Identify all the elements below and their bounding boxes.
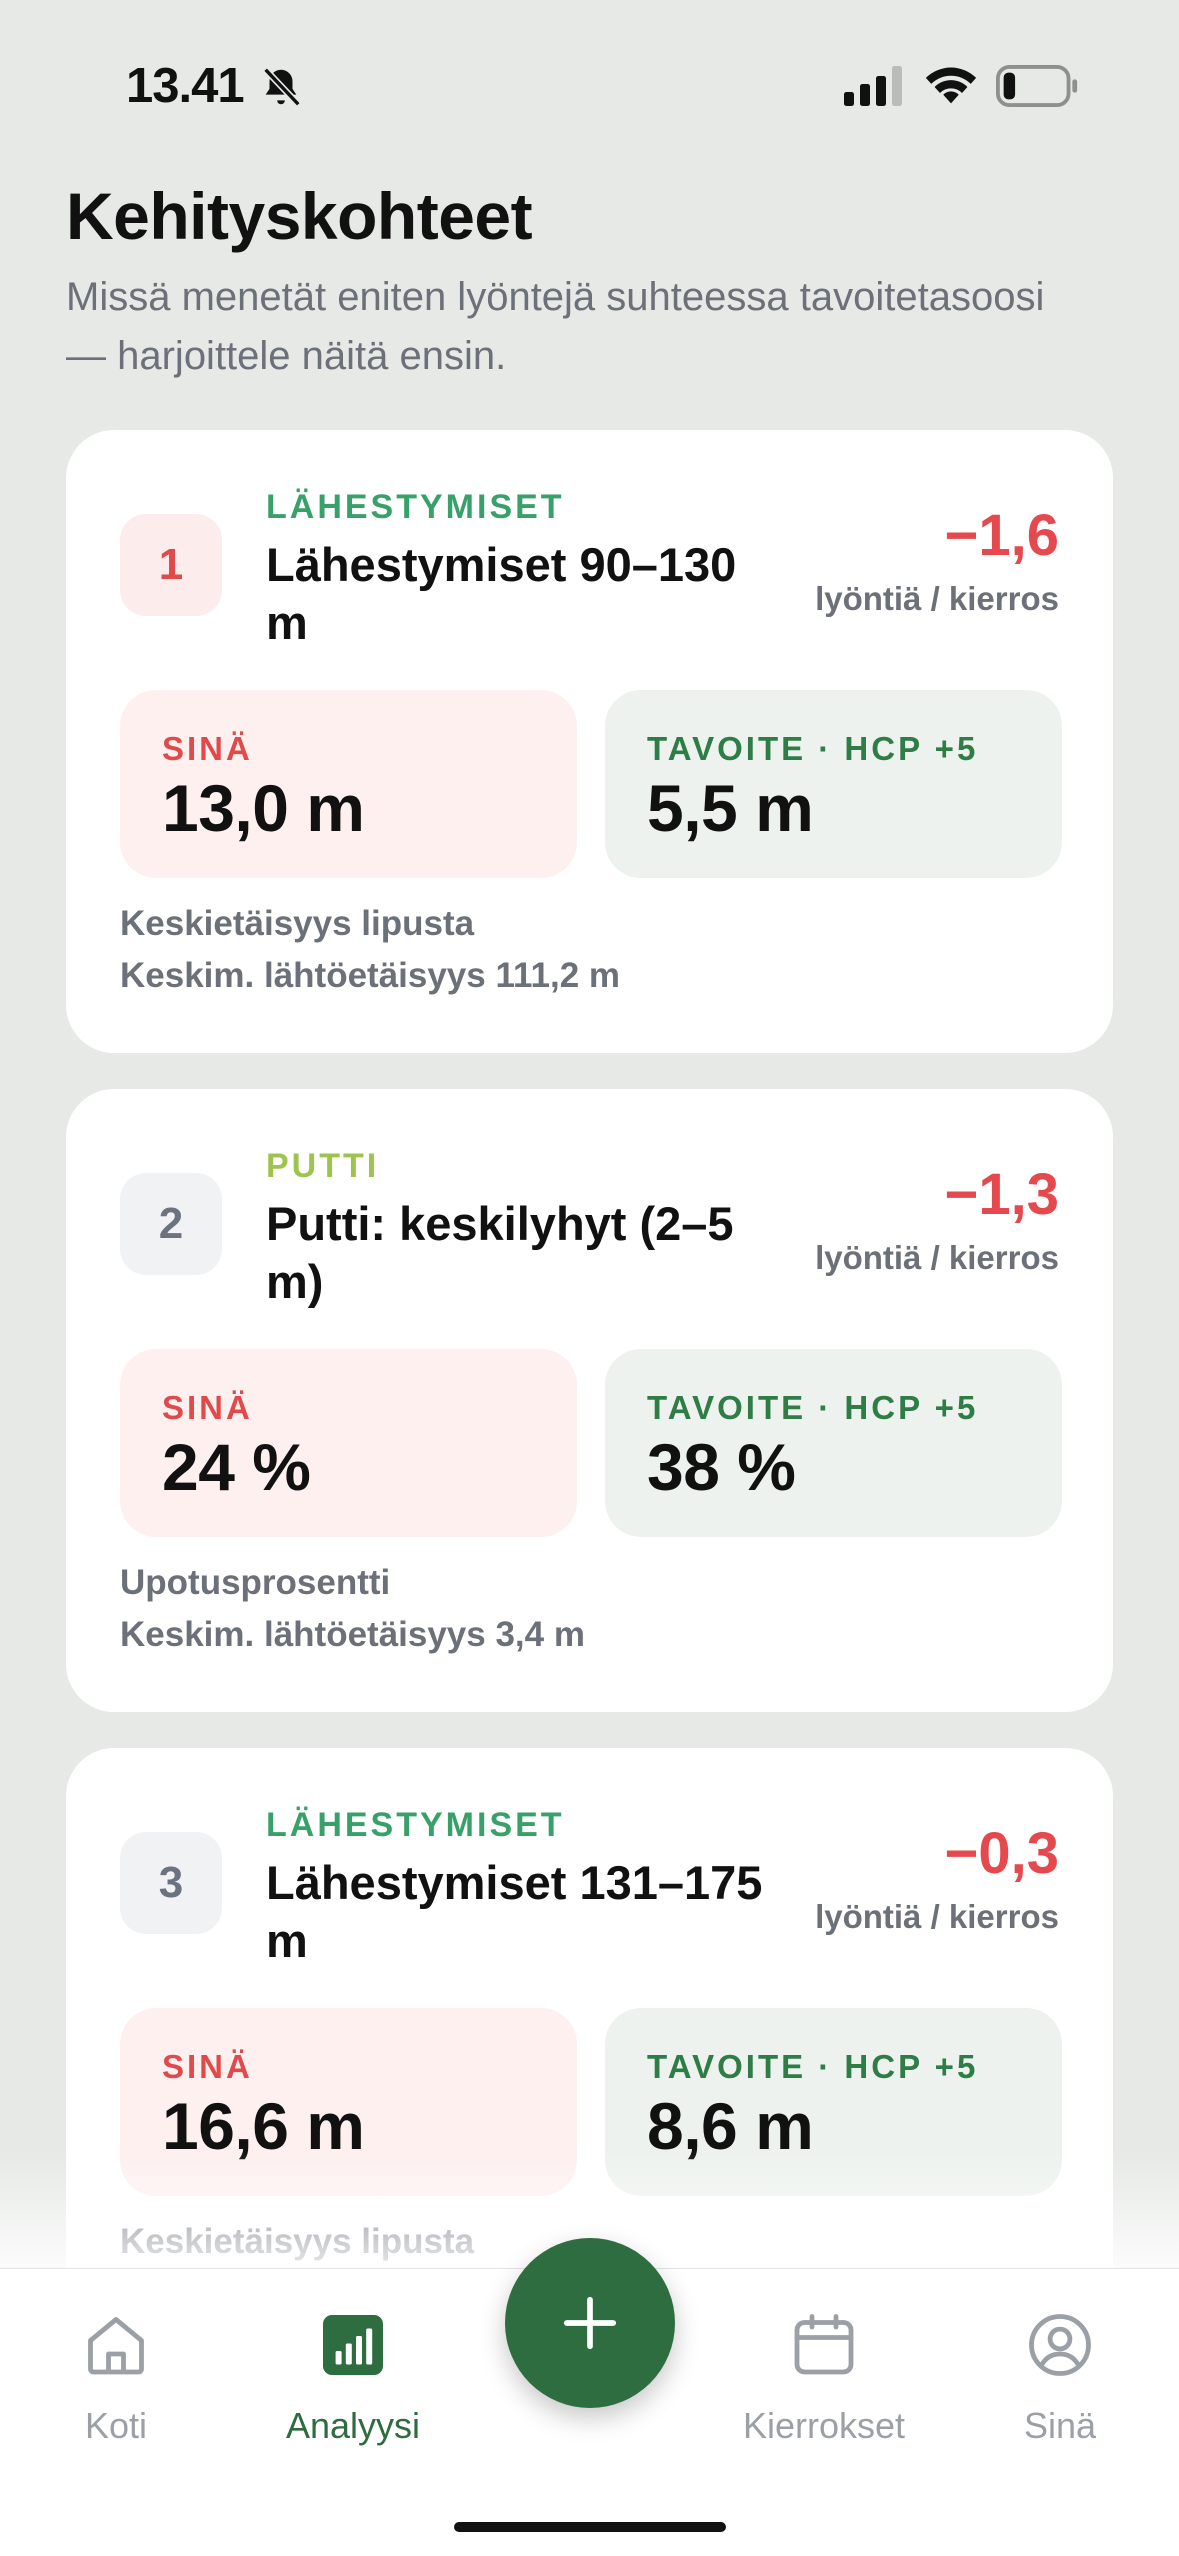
status-time: 13.41 [126,59,245,113]
nav-item-profile[interactable]: Sinä [960,2309,1160,2447]
strokes-lost-unit: lyöntiä / kierros [815,1239,1059,1276]
card-title: Putti: keskilyhyt (2–5 m) [266,1197,734,1308]
rank-badge: 3 [120,1832,222,1934]
metric-detail: Keskim. lähtöetäisyys 3,4 m [120,1615,585,1654]
strokes-lost-unit: lyöntiä / kierros [815,580,1059,617]
goal-stat-box: TAVOITE · HCP +5 38 % [605,1349,1062,1537]
category-label: LÄHESTYMISET [266,488,565,526]
category-label: PUTTI [266,1147,380,1185]
goal-stat-value: 5,5 m [647,771,814,845]
your-stat-value: 13,0 m [162,771,365,845]
your-stat-box: SINÄ 13,0 m [120,690,577,878]
nav-label-analysis: Analyysi [285,2405,421,2446]
rank-badge: 2 [120,1173,222,1275]
add-round-button[interactable] [505,2238,675,2408]
your-stat-label: SINÄ [162,1389,253,1426]
your-stat-box: SINÄ 16,6 m [120,2008,577,2196]
category-label: LÄHESTYMISET [266,1806,565,1844]
nav-label-profile: Sinä [1023,2405,1097,2446]
improvement-card[interactable]: 2 PUTTI Putti: keskilyhyt (2–5 m) −1,3 l… [66,1089,1113,1712]
strokes-lost-value: −0,3 [944,1821,1060,1886]
goal-stat-box: TAVOITE · HCP +5 5,5 m [605,690,1062,878]
analytics-icon [323,2315,383,2375]
metric-detail: Keskim. lähtöetäisyys 111,2 m [120,956,621,995]
goal-stat-value: 8,6 m [647,2089,814,2163]
plus-icon [563,2296,617,2350]
nav-label-home: Koti [84,2405,148,2446]
goal-stat-label: TAVOITE · HCP +5 [647,730,979,767]
goal-stat-label: TAVOITE · HCP +5 [647,1389,979,1426]
goal-stat-value: 38 % [647,1430,796,1504]
metric-name: Upotusprosentti [120,1563,391,1602]
home-indicator [454,2522,726,2532]
your-stat-value: 16,6 m [162,2089,365,2163]
page-title: Kehityskohteet [66,179,533,253]
your-stat-value: 24 % [162,1430,311,1504]
signal-icon [844,66,902,106]
nav-item-analysis[interactable]: Analyysi [253,2309,453,2447]
user-circle-icon [1029,2314,1091,2376]
goal-stat-label: TAVOITE · HCP +5 [647,2048,979,2085]
home-icon [88,2317,144,2375]
calendar-icon [794,2314,854,2375]
your-stat-label: SINÄ [162,2048,253,2085]
metric-name: Keskietäisyys lipusta [120,2222,475,2261]
your-stat-label: SINÄ [162,730,253,767]
metric-name: Keskietäisyys lipusta [120,904,475,943]
your-stat-box: SINÄ 24 % [120,1349,577,1537]
page-subtitle: Missä menetät eniten lyöntejä suhteessa … [66,275,1045,378]
card-title: Lähestymiset 131–175 m [266,1856,763,1967]
card-title: Lähestymiset 90–130 m [266,538,737,649]
strokes-lost-value: −1,3 [944,1162,1060,1227]
nav-label-rounds: Kierrokset [742,2405,906,2446]
strokes-lost-unit: lyöntiä / kierros [815,1898,1059,1935]
strokes-lost-value: −1,6 [944,503,1060,568]
improvement-card[interactable]: 1 LÄHESTYMISET Lähestymiset 90–130 m −1,… [66,430,1113,1053]
rank-badge: 1 [120,514,222,616]
bell-slash-icon [263,67,301,107]
nav-item-rounds[interactable]: Kierrokset [724,2309,924,2447]
status-bar: 13.41 [0,0,1179,170]
battery-icon [996,65,1078,107]
goal-stat-box: TAVOITE · HCP +5 8,6 m [605,2008,1062,2196]
wifi-icon [925,67,977,104]
nav-item-home[interactable]: Koti [16,2309,216,2447]
